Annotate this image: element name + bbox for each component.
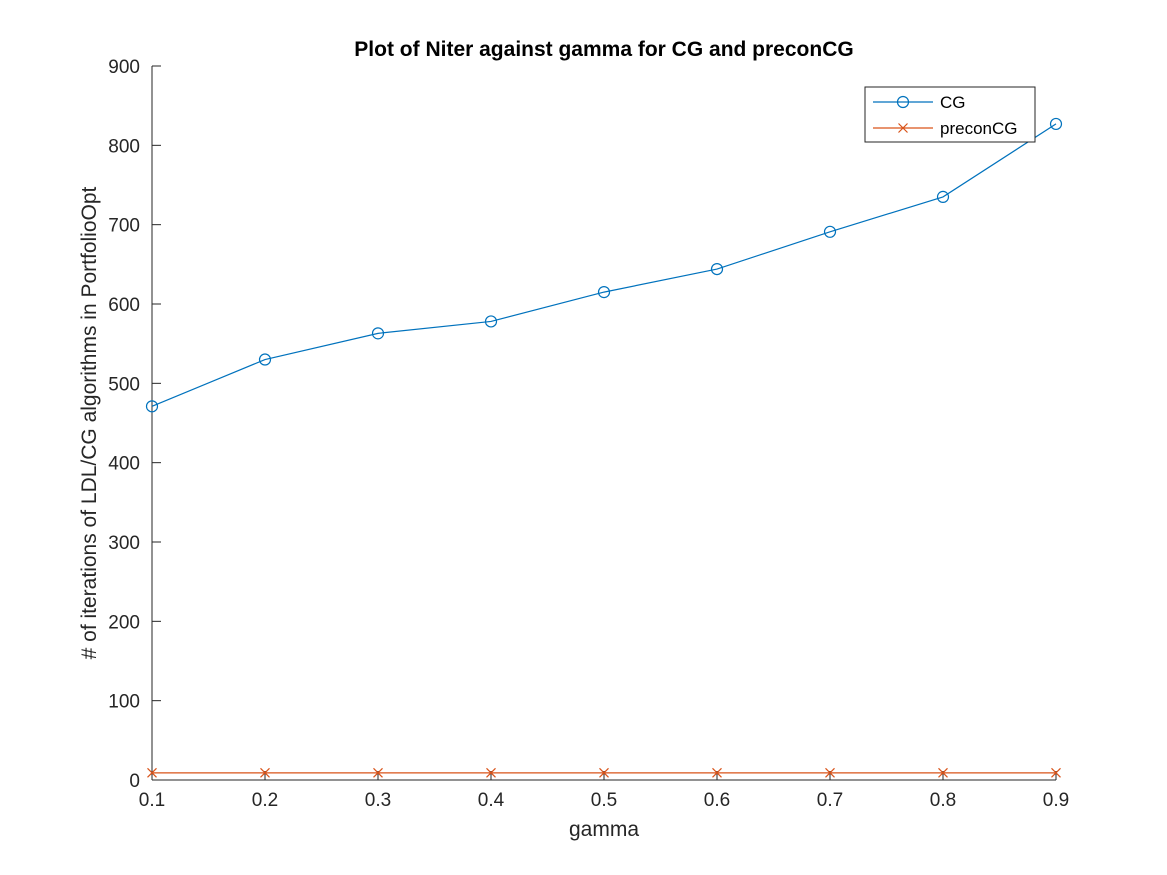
y-tick-label: 100 [108, 692, 140, 713]
chart-title: Plot of Niter against gamma for CG and p… [354, 38, 853, 61]
legend-entry-cg: CG [873, 93, 966, 112]
series-cg [145, 117, 1063, 413]
x-tick-label: 0.4 [478, 790, 505, 811]
x-tick-label: 0.8 [930, 790, 956, 811]
x-tick-label: 0.9 [1043, 790, 1069, 811]
x-tick-label: 0.7 [817, 790, 843, 811]
y-axis-label: # of iterations of LDL/CG algorithms in … [78, 186, 101, 659]
plot-series [145, 117, 1063, 778]
data-point [825, 767, 835, 778]
y-tick-label: 200 [108, 612, 140, 633]
x-tick-label: 0.5 [591, 790, 617, 811]
y-tick-label: 600 [108, 295, 140, 316]
x-tick-label: 0.3 [365, 790, 391, 811]
data-point [373, 767, 383, 778]
x-axis-label: gamma [569, 818, 639, 841]
data-point [371, 327, 385, 340]
y-tick-label: 400 [108, 454, 140, 475]
y-tick-label: 700 [108, 216, 140, 237]
data-point [147, 767, 157, 778]
data-point [258, 353, 272, 366]
legend-entry-preconcg: preconCG [873, 119, 1017, 138]
series-line [151, 123, 1057, 407]
legend-label: CG [940, 93, 966, 112]
y-tick-label: 500 [108, 374, 140, 395]
data-point [936, 190, 950, 203]
y-tick-label: 0 [129, 771, 140, 792]
x-tick-label: 0.1 [139, 790, 165, 811]
data-point [145, 400, 159, 413]
y-tick-label: 300 [108, 533, 140, 554]
y-tick-label: 800 [108, 136, 140, 157]
x-tick-label: 0.6 [704, 790, 730, 811]
data-point [1049, 117, 1063, 131]
legend-marker [898, 123, 908, 133]
data-point [597, 286, 611, 299]
legend-box [864, 86, 1036, 143]
data-point [486, 767, 496, 778]
series-preconcg [147, 767, 1061, 778]
data-point [710, 262, 724, 276]
data-point [484, 315, 498, 328]
data-point [823, 225, 837, 238]
legend-label: preconCG [940, 119, 1017, 138]
data-point [1051, 767, 1061, 778]
data-point [260, 767, 270, 778]
axes: 0.1 0.2 0.3 0.4 0.5 0.6 0.7 0.8 0.9 0 100 200 300 400… [108, 57, 1069, 811]
data-point [712, 767, 722, 778]
data-point [599, 767, 609, 778]
legend: CG preconCG [864, 86, 1036, 143]
y-tick-label: 900 [108, 57, 140, 78]
data-point [938, 767, 948, 778]
x-tick-label: 0.2 [252, 790, 278, 811]
legend-marker [896, 95, 910, 109]
